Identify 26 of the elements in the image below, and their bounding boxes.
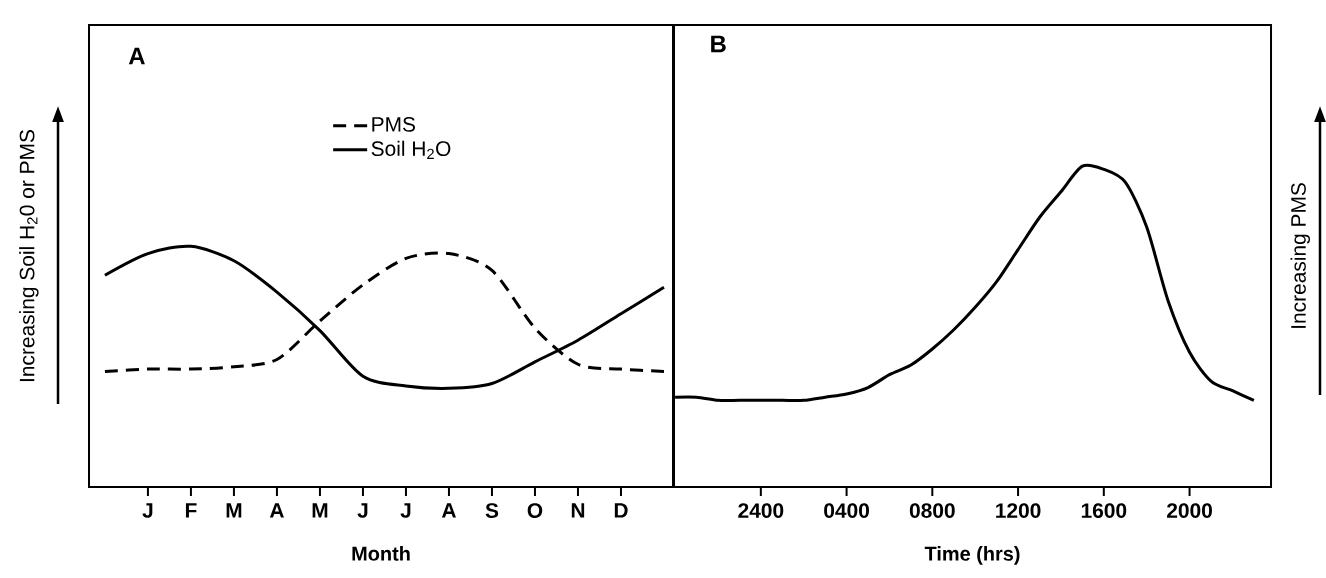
x-tick-label: M <box>312 503 328 518</box>
chart-title: A <box>128 47 145 65</box>
x-tick-label: J <box>357 503 368 518</box>
chart-title: B <box>711 35 726 53</box>
x-tick-label: J <box>142 503 153 518</box>
x-tick-label: 1600 <box>1081 503 1127 518</box>
x-axis-title: Month <box>352 546 410 561</box>
y-axis-title: Increasing PMS <box>1290 183 1311 328</box>
x-axis-title: Time (hrs) <box>924 546 1020 565</box>
x-tick-label: 2000 <box>1167 503 1212 518</box>
x-tick-label: O <box>527 503 543 518</box>
x-tick-label: S <box>485 503 499 518</box>
x-tick-label: 1200 <box>996 503 1041 518</box>
x-tick-label: 0800 <box>909 503 955 518</box>
x-tick-label: F <box>185 503 197 518</box>
y-axis-title: Increasing Soil H$_{2}$0 or PMS <box>19 129 39 382</box>
x-tick-label: D <box>614 503 628 518</box>
x-tick-label: 0400 <box>824 503 869 518</box>
x-tick-label: A <box>441 503 456 518</box>
legend-label: PMS <box>372 116 416 132</box>
x-tick-label: A <box>269 503 284 518</box>
x-tick-label: N <box>571 503 585 518</box>
legend-label: Soil H$_{2}$O <box>371 140 451 159</box>
x-tick-label: J <box>400 503 411 518</box>
x-tick-label: 2400 <box>738 503 784 518</box>
x-tick-label: M <box>226 503 242 518</box>
